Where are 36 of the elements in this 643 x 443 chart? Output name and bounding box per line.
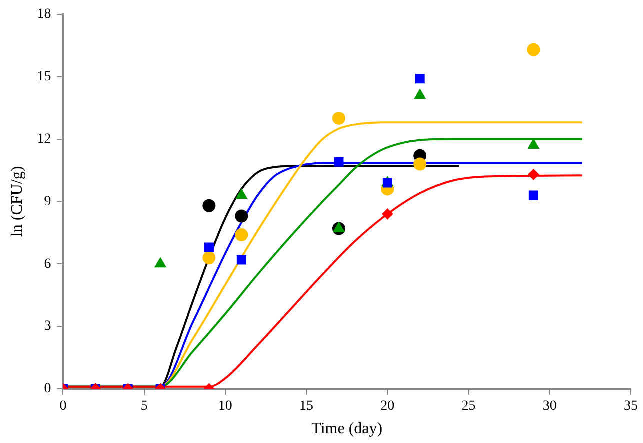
- x-tick-label: 20: [380, 399, 395, 414]
- y-axis-title: ln (CFU/g): [8, 166, 26, 238]
- point: [236, 188, 248, 199]
- x-tick-label: 30: [542, 399, 557, 414]
- point: [154, 258, 166, 268]
- y-tick-label: 6: [44, 256, 52, 272]
- x-tick-label: 35: [624, 399, 638, 414]
- y-tick-label: 9: [44, 194, 52, 210]
- point: [414, 158, 427, 171]
- y-tick-label: 18: [37, 7, 52, 22]
- point: [332, 112, 346, 125]
- x-tick-label: 0: [60, 399, 67, 414]
- point: [382, 178, 392, 188]
- point: [415, 74, 425, 84]
- point: [204, 242, 214, 252]
- point: [235, 210, 248, 223]
- point: [527, 43, 540, 56]
- x-tick-label: 10: [218, 399, 232, 414]
- point: [236, 255, 246, 265]
- point: [382, 208, 394, 220]
- x-tick-label: 25: [462, 399, 476, 414]
- point: [334, 157, 344, 167]
- y-tick-label: 0: [44, 382, 52, 397]
- y-tick-label: 3: [44, 319, 52, 334]
- y-tick-label: 12: [37, 132, 52, 147]
- x-tick-label: 15: [300, 399, 314, 414]
- x-tick-label: 5: [140, 399, 148, 414]
- x-axis-title: Time (day): [312, 420, 383, 438]
- point: [333, 222, 345, 232]
- point: [235, 228, 248, 242]
- point: [202, 251, 216, 264]
- point: [528, 169, 540, 180]
- y-tick-label: 15: [37, 70, 52, 85]
- point: [202, 199, 216, 212]
- point: [528, 139, 540, 150]
- point: [528, 190, 538, 200]
